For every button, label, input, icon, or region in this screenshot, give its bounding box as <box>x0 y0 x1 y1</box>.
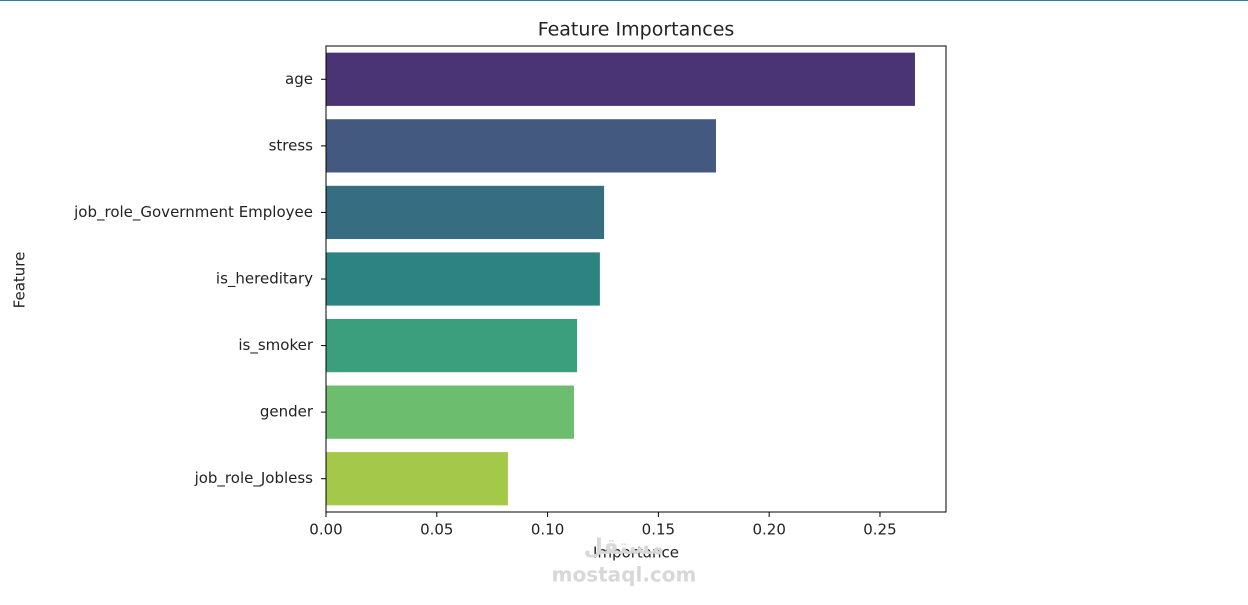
chart-title: Feature Importances <box>538 19 735 41</box>
plot-frame <box>325 45 947 513</box>
bar <box>326 252 600 306</box>
watermark-site: mostaql.com <box>552 563 697 587</box>
x-tick-label: 0.00 <box>309 521 342 539</box>
x-tick-label: 0.10 <box>531 521 564 539</box>
y-tick-label: gender <box>260 403 314 421</box>
bar <box>326 52 915 106</box>
y-axis-label: Feature <box>11 252 29 309</box>
bar <box>326 318 578 373</box>
bar <box>326 185 605 240</box>
y-tick-label: is_hereditary <box>216 270 313 289</box>
y-tick-label: is_smoker <box>238 336 313 355</box>
bar <box>326 119 716 173</box>
y-tick-label: job_role_Jobless <box>194 469 314 488</box>
bar <box>326 385 574 439</box>
y-tick-label: stress <box>269 136 314 154</box>
y-tick-label: age <box>285 70 313 88</box>
x-tick-label: 0.25 <box>863 521 896 539</box>
bar <box>326 452 508 506</box>
y-tick-label: job_role_Government Employee <box>73 203 313 222</box>
x-tick-label: 0.20 <box>752 521 785 539</box>
x-tick-label: 0.15 <box>642 521 675 539</box>
x-axis-label: Importance <box>593 544 679 562</box>
watermark-arabic: مستقل <box>584 535 664 560</box>
x-tick-label: 0.05 <box>420 521 453 539</box>
